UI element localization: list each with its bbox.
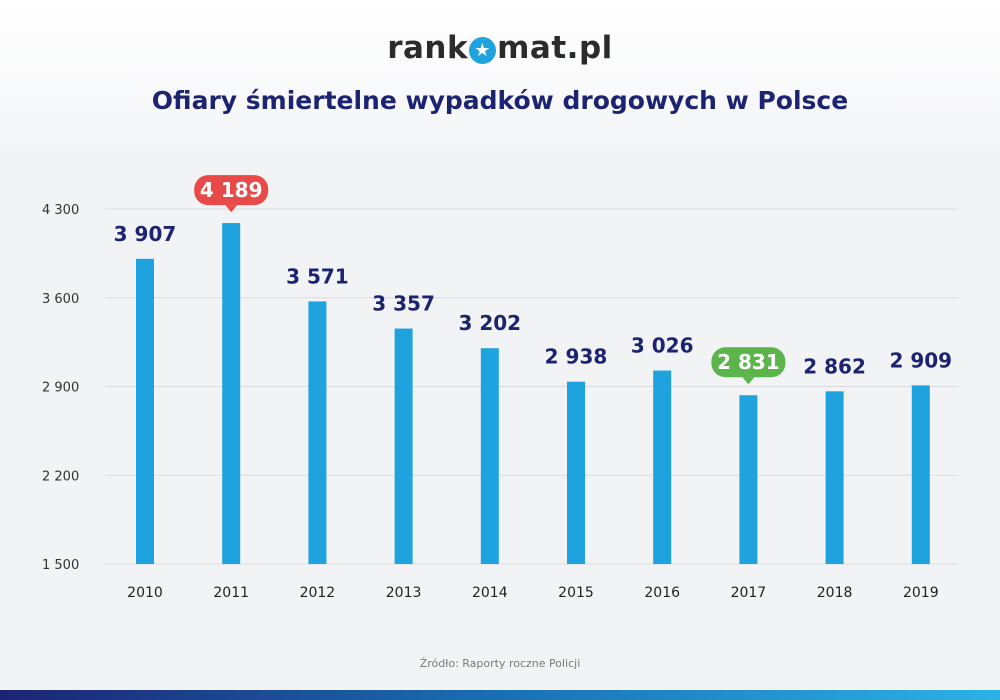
value-label: 3 026 [631, 334, 694, 358]
value-label: 3 907 [114, 222, 177, 246]
value-labels: 3 907 4 189 3 571 3 357 3 202 2 938 3 026 2 831… [114, 175, 952, 385]
bar-2012 [308, 301, 327, 564]
value-label: 3 571 [286, 264, 349, 288]
x-tick-label: 2018 [817, 585, 853, 601]
bar-2010 [136, 258, 154, 564]
source-note: Źródło: Raporty roczne Policji [419, 657, 581, 670]
star-icon: ★ [469, 37, 497, 64]
callout-pointer [225, 205, 238, 213]
bar-2011 [222, 223, 241, 564]
callout-bubble [711, 347, 786, 378]
x-axis-ticks: 2010 2011 2012 2013 2014 2015 2016 2017 2018 2019 [127, 585, 938, 601]
x-tick-label: 2019 [903, 585, 939, 601]
x-tick-label: 2010 [127, 585, 163, 601]
x-tick-label: 2013 [386, 585, 422, 601]
y-tick-label: 2 900 [42, 381, 79, 396]
x-tick-label: 2015 [558, 585, 594, 601]
y-axis-ticks: 1 500 2 200 2 900 3 600 4 300 [42, 203, 79, 573]
bar-2013 [394, 328, 413, 564]
bars [136, 223, 930, 564]
y-tick-label: 2 200 [42, 469, 79, 484]
value-label: 2 938 [545, 345, 608, 369]
callout-bubble [194, 175, 269, 206]
chart-title: Ofiary śmiertelne wypadków drogowych w P… [151, 86, 849, 115]
value-label-highlight: 2 831 [717, 350, 780, 374]
y-tick-label: 1 500 [42, 558, 79, 573]
logo-text-right: mat.pl [497, 30, 613, 66]
bar-2019 [911, 385, 930, 564]
bar-2018 [825, 391, 844, 564]
x-tick-label: 2012 [300, 585, 336, 601]
bar-chart: 1 500 2 200 2 900 3 600 4 300 3 907 4 189 3 57… [42, 175, 958, 601]
bar-2015 [567, 381, 585, 564]
grid-lines [105, 208, 958, 565]
callout-pointer [742, 377, 755, 385]
brand-logo[interactable]: rank ★ mat.pl [0, 30, 1000, 66]
value-label: 3 357 [372, 292, 435, 316]
value-label: 2 862 [803, 354, 866, 378]
bottom-accent-bar [0, 690, 1000, 700]
x-tick-label: 2014 [472, 585, 508, 601]
x-tick-label: 2011 [213, 585, 249, 601]
bar-2017 [739, 395, 758, 564]
bar-2016 [653, 370, 672, 564]
header-band [0, 0, 1000, 150]
y-tick-label: 4 300 [42, 203, 79, 218]
value-label-highlight: 4 189 [200, 178, 263, 202]
value-label: 2 909 [889, 348, 952, 372]
bar-2014 [480, 348, 499, 564]
x-tick-label: 2017 [731, 585, 767, 601]
logo-text-left: rank [387, 30, 469, 66]
value-label: 3 202 [458, 311, 521, 335]
x-tick-label: 2016 [644, 585, 680, 601]
y-tick-label: 3 600 [42, 292, 79, 307]
